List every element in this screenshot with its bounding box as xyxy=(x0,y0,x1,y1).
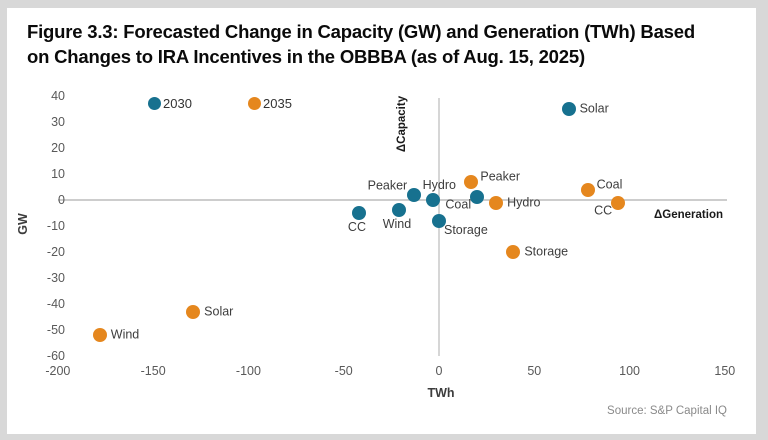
x-axis-line xyxy=(58,199,727,201)
data-point-2035-hydro xyxy=(489,195,504,210)
y-tick-label: 40 xyxy=(51,89,65,103)
legend-item-2030: 2030 xyxy=(148,96,192,111)
x-tick-label: -100 xyxy=(235,364,261,378)
figure-title: Figure 3.3: Forecasted Change in Capacit… xyxy=(27,19,751,69)
legend-label-2035: 2035 xyxy=(263,96,292,111)
data-point-2030-hydro xyxy=(426,193,441,207)
data-point-2030-peaker xyxy=(407,187,422,202)
data-point-2030-wind xyxy=(391,203,406,218)
data-point-2035-cc xyxy=(611,195,626,210)
point-label-2035-peaker: Peaker xyxy=(480,169,520,184)
x-tick-label: -200 xyxy=(45,364,71,378)
y-tick-label: 10 xyxy=(51,167,65,181)
data-point-2035-solar xyxy=(186,304,201,319)
figure-card: Figure 3.3: Forecasted Change in Capacit… xyxy=(7,8,756,434)
y-tick-label: -60 xyxy=(46,349,65,363)
x-tick-label: 0 xyxy=(435,364,443,378)
y-tick-label: -50 xyxy=(46,323,65,337)
legend-label-2030: 2030 xyxy=(163,96,192,111)
point-label-2030-cc: CC xyxy=(347,220,366,234)
data-point-2030-storage xyxy=(432,213,446,228)
point-label-2030-coal: Coal xyxy=(445,197,472,212)
legend-dot-2035 xyxy=(248,97,261,110)
data-point-2035-wind xyxy=(92,328,107,343)
data-point-2035-peaker xyxy=(464,174,479,189)
x-axis-title: ΔGeneration xyxy=(654,209,723,221)
figure-title-line2: on Changes to IRA Incentives in the OBBB… xyxy=(27,46,585,67)
point-label-2030-peaker: Peaker xyxy=(367,178,408,193)
data-point-2035-coal xyxy=(580,182,595,197)
source-note: Source: S&P Capital IQ xyxy=(607,405,727,417)
y-tick-label: 20 xyxy=(51,141,65,155)
point-label-2035-wind: Wind xyxy=(110,327,140,342)
data-point-2030-cc xyxy=(351,206,366,220)
point-label-2035-coal: Coal xyxy=(596,177,623,192)
y-tick-label: -40 xyxy=(46,297,65,311)
x-tick-label: 100 xyxy=(619,364,640,378)
y-tick-label: -20 xyxy=(46,245,65,259)
point-label-2035-storage: Storage xyxy=(524,244,569,259)
legend-dot-2030 xyxy=(148,97,161,110)
x-tick-label: 50 xyxy=(527,364,542,378)
data-point-2030-solar xyxy=(561,102,576,116)
point-label-2030-hydro: Hydro xyxy=(422,178,456,192)
point-label-2030-storage: Storage xyxy=(444,222,488,237)
point-label-2035-hydro: Hydro xyxy=(507,195,541,210)
point-label-2035-solar: Solar xyxy=(204,304,234,319)
data-point-2030-coal xyxy=(470,190,485,205)
x-tick-label: 150 xyxy=(714,364,736,378)
x-tick-label: -50 xyxy=(334,364,353,378)
y-tick-label: -30 xyxy=(46,271,65,285)
point-label-2030-solar: Solar xyxy=(579,101,609,116)
y-tick-label: 30 xyxy=(51,115,65,129)
figure-title-line1: Figure 3.3: Forecasted Change in Capacit… xyxy=(27,21,695,42)
x-unit-label: TWh xyxy=(427,386,455,400)
point-label-2035-cc: CC xyxy=(594,203,613,218)
x-tick-label: -150 xyxy=(140,364,166,378)
y-axis-title: ΔCapacity xyxy=(396,95,408,153)
legend-item-2035: 2035 xyxy=(248,96,292,111)
data-point-2035-storage xyxy=(506,245,521,259)
point-label-2030-wind: Wind xyxy=(382,217,412,232)
y-tick-label: 0 xyxy=(58,193,65,207)
y-tick-label: -10 xyxy=(46,219,65,233)
